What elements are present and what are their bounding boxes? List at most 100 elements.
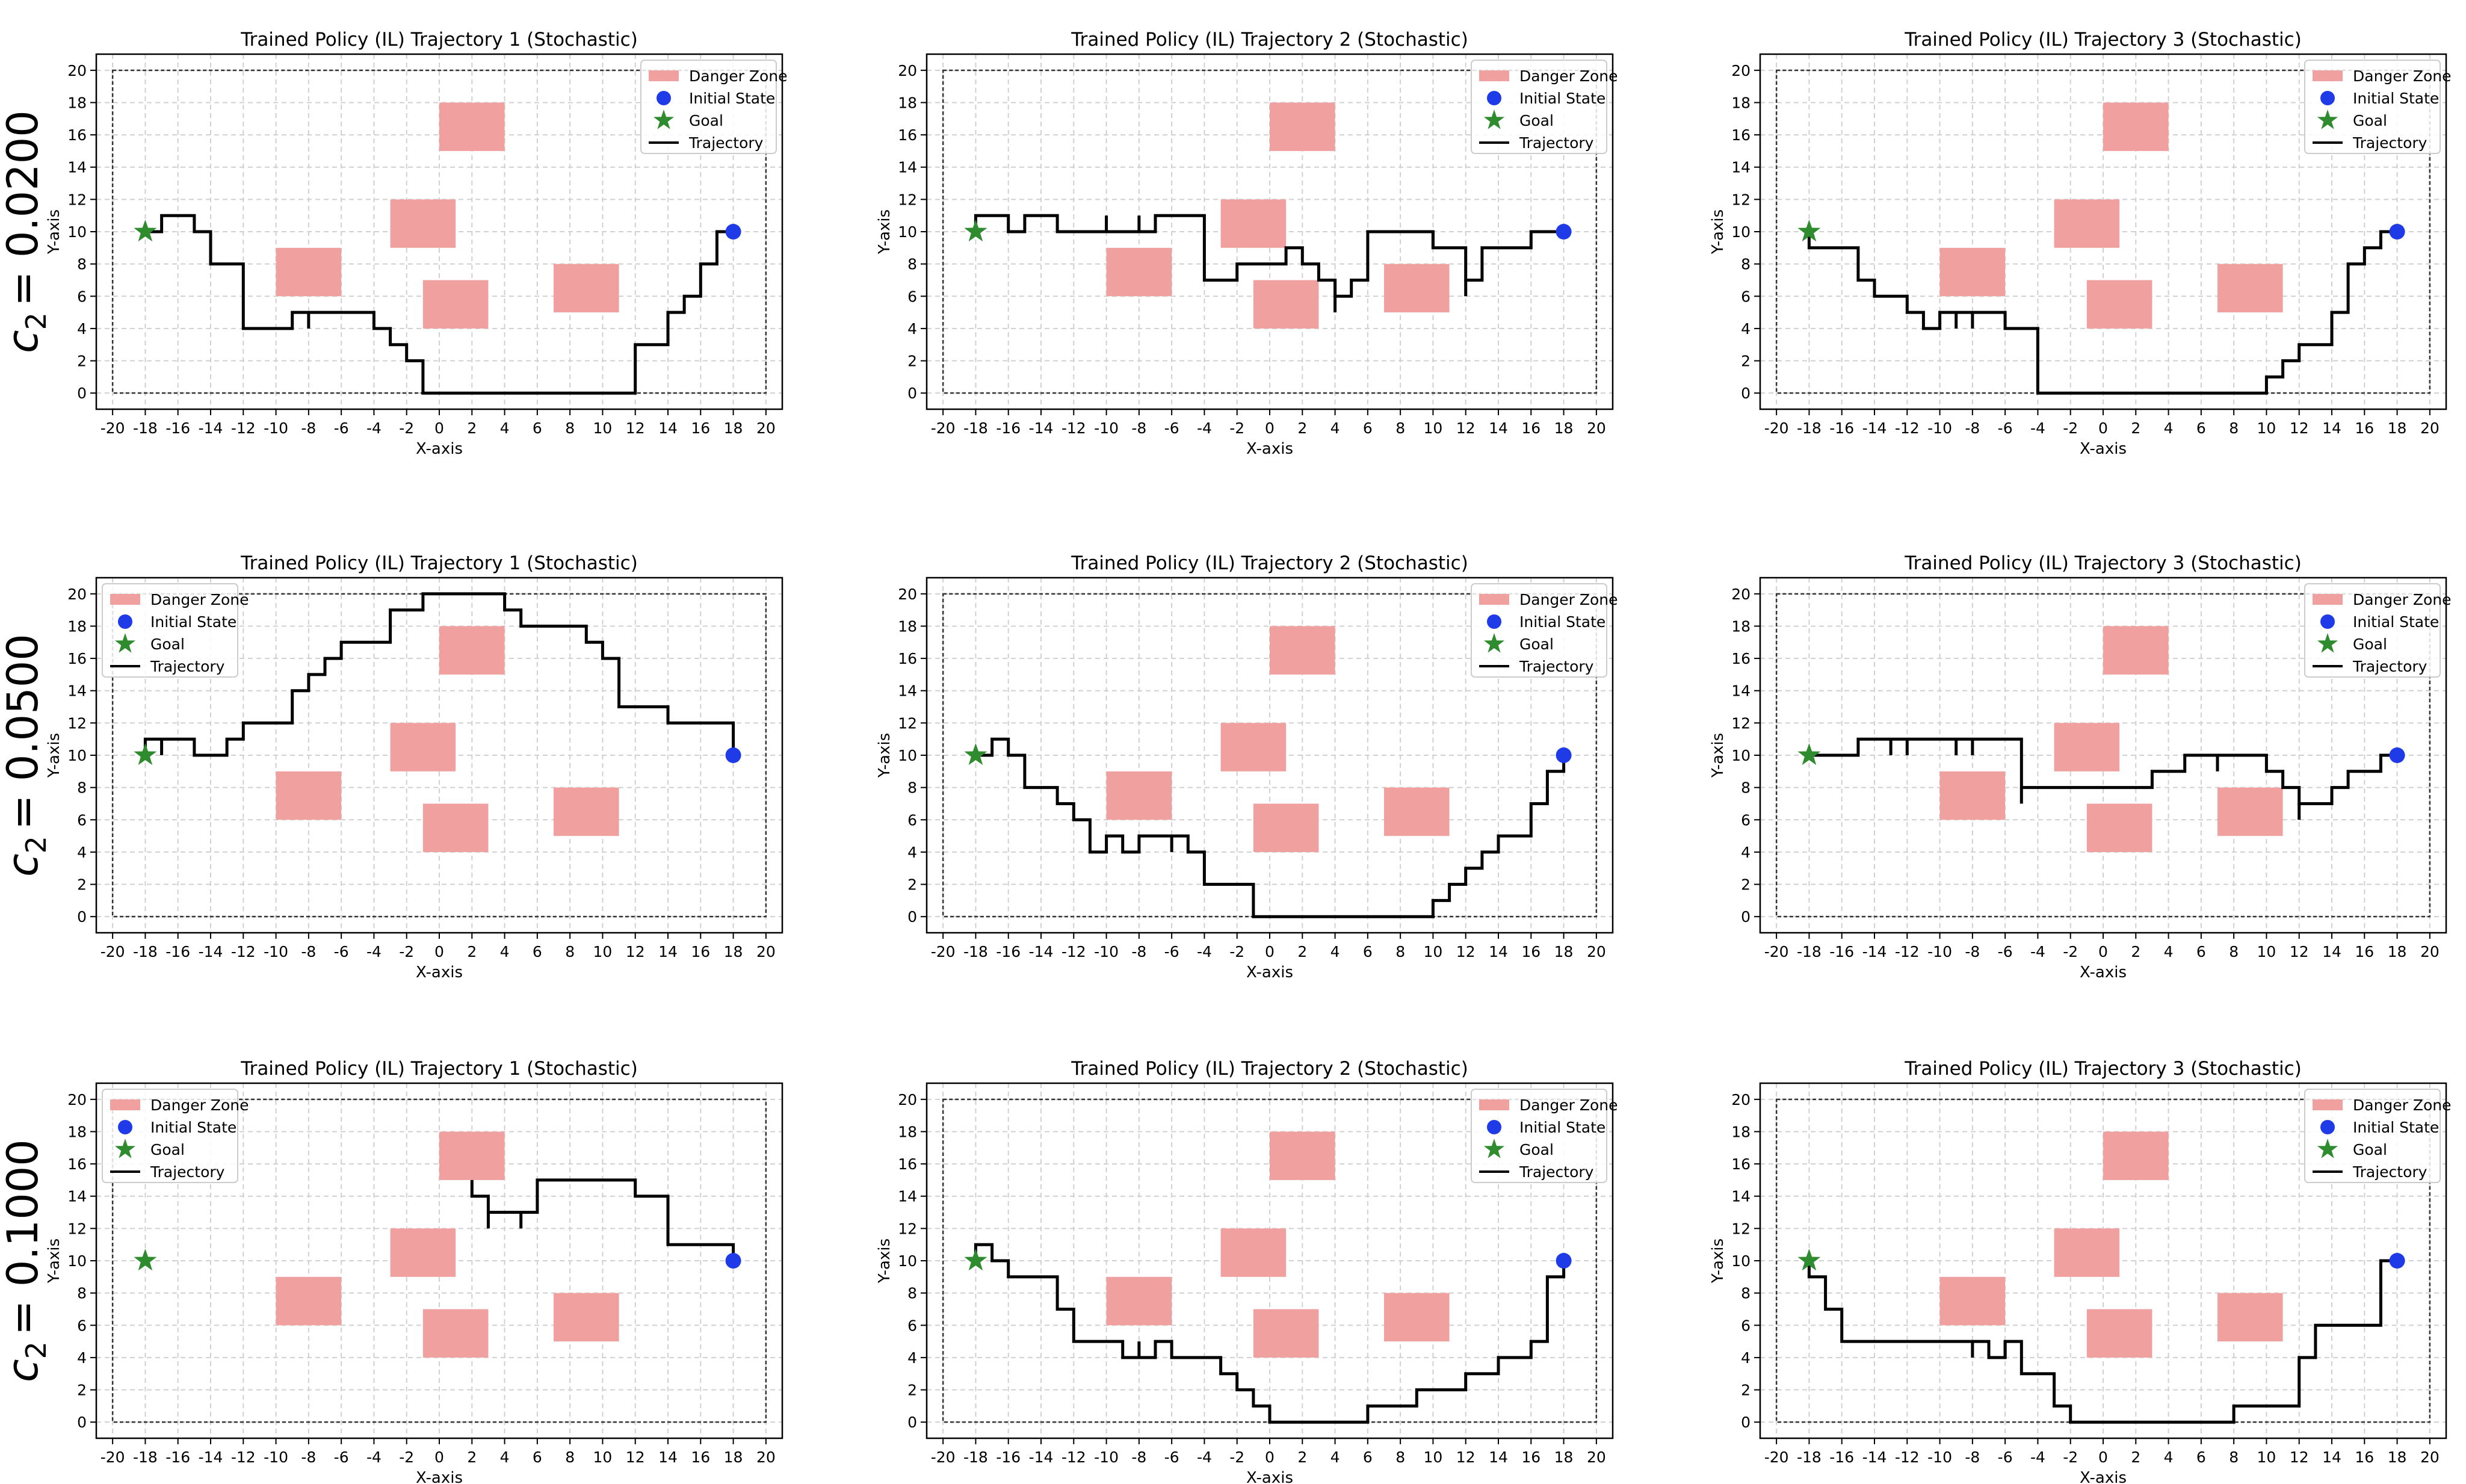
legend-box xyxy=(2304,60,2441,154)
danger-zone xyxy=(1106,247,1172,297)
x-tick-label: 10 xyxy=(2257,419,2276,437)
x-tick-label: 14 xyxy=(658,419,678,437)
legend-label: Trajectory xyxy=(688,134,764,152)
y-tick-label: 18 xyxy=(1731,94,1751,111)
chart-title: Trained Policy (IL) Trajectory 2 (Stocha… xyxy=(1071,1058,1468,1080)
legend-initial-swatch xyxy=(1487,91,1501,105)
y-tick-label: 12 xyxy=(898,191,917,208)
x-tick-label: 10 xyxy=(593,1448,613,1466)
danger-zone xyxy=(422,280,489,329)
chart-title: Trained Policy (IL) Trajectory 3 (Stocha… xyxy=(1904,29,2302,51)
y-tick-label: 10 xyxy=(67,223,87,241)
row-label-var: c xyxy=(0,853,48,877)
danger-zone xyxy=(439,626,505,675)
y-tick-label: 14 xyxy=(67,159,87,176)
danger-zone xyxy=(439,102,505,151)
y-tick-label: 4 xyxy=(77,844,87,861)
x-tick-label: -16 xyxy=(165,419,190,437)
x-tick-label: -14 xyxy=(1862,943,1887,960)
x-tick-label: 18 xyxy=(2388,943,2407,960)
x-tick-label: 0 xyxy=(1265,943,1275,960)
legend-initial-swatch xyxy=(1487,614,1501,629)
legend-danger-swatch xyxy=(1479,1099,1509,1110)
initial-state-marker xyxy=(2389,224,2405,240)
danger-zone xyxy=(554,264,619,313)
x-tick-label: 6 xyxy=(2196,1448,2206,1466)
x-tick-label: 2 xyxy=(1297,1448,1307,1466)
row-label: c2 = 0.1000 xyxy=(0,1139,52,1382)
y-tick-label: 0 xyxy=(907,1414,917,1431)
danger-zone xyxy=(2103,102,2169,151)
subplot-5: -20 -18 -16 -14 -12 -10 -8 -6 -4 -2 0 2 4 6 8 10 12 14 16 1… xyxy=(876,552,1618,982)
legend-label: Danger Zone xyxy=(1519,67,1618,85)
legend-label: Trajectory xyxy=(2352,134,2427,152)
x-tick-label: -20 xyxy=(1764,943,1789,960)
y-tick-label: 2 xyxy=(907,353,917,370)
legend-box xyxy=(640,60,777,154)
x-tick-label: 20 xyxy=(756,943,776,960)
legend-initial-swatch xyxy=(2320,91,2335,105)
x-tick-label: -8 xyxy=(301,419,316,437)
danger-zone xyxy=(1939,1276,2006,1326)
y-tick-label: 0 xyxy=(77,1414,87,1431)
x-tick-label: 10 xyxy=(1424,943,1443,960)
goal-marker xyxy=(1797,1249,1821,1271)
x-tick-label: -16 xyxy=(1829,419,1854,437)
x-tick-label: -8 xyxy=(1131,943,1146,960)
y-tick-label: 2 xyxy=(907,1382,917,1399)
x-tick-label: 12 xyxy=(626,943,645,960)
legend-label: Initial State xyxy=(1519,613,1605,631)
y-tick-label: 4 xyxy=(1741,1349,1751,1367)
y-tick-label: 20 xyxy=(898,1091,917,1108)
chart-title: Trained Policy (IL) Trajectory 2 (Stocha… xyxy=(1071,29,1468,51)
y-tick-label: 18 xyxy=(1731,1123,1751,1140)
x-tick-label: -2 xyxy=(399,1448,414,1466)
y-tick-label: 4 xyxy=(77,1349,87,1367)
y-tick-label: 8 xyxy=(1741,256,1751,273)
trajectory-line xyxy=(974,1243,1566,1424)
legend-label: Danger Zone xyxy=(150,591,249,608)
x-tick-label: -12 xyxy=(1895,943,1920,960)
row-label-value: = 0.1000 xyxy=(0,1139,48,1335)
x-tick-label: 6 xyxy=(533,943,542,960)
danger-zone xyxy=(1253,1309,1319,1358)
danger-zone xyxy=(2086,280,2152,329)
y-axis-label: Y-axis xyxy=(45,1238,63,1284)
x-tick-label: 8 xyxy=(1395,943,1405,960)
x-tick-label: -12 xyxy=(231,943,256,960)
row-label-sub: 2 xyxy=(20,836,52,853)
y-tick-label: 0 xyxy=(1741,908,1751,926)
x-tick-label: -16 xyxy=(1829,943,1854,960)
x-tick-label: 12 xyxy=(626,1448,645,1466)
legend-label: Goal xyxy=(1519,635,1554,653)
x-tick-label: -14 xyxy=(1029,1448,1054,1466)
x-tick-label: -4 xyxy=(2030,419,2045,437)
danger-zone xyxy=(422,803,489,852)
x-tick-label: -10 xyxy=(1094,1448,1119,1466)
x-tick-label: -16 xyxy=(165,943,190,960)
x-tick-label: 12 xyxy=(1456,943,1476,960)
x-tick-label: 16 xyxy=(691,1448,710,1466)
danger-zone xyxy=(276,247,342,297)
x-tick-label: 6 xyxy=(2196,419,2206,437)
y-tick-label: 18 xyxy=(898,94,917,111)
legend-label: Trajectory xyxy=(2352,658,2427,675)
x-tick-label: -6 xyxy=(1164,943,1179,960)
y-tick-label: 18 xyxy=(898,1123,917,1140)
danger-zone xyxy=(2217,264,2283,313)
x-tick-label: 10 xyxy=(1424,1448,1443,1466)
y-axis-label: Y-axis xyxy=(876,209,894,255)
legend: Danger Zone Initial State Goal Trajectory xyxy=(1471,583,1618,678)
y-tick-label: 6 xyxy=(907,1317,917,1334)
x-tick-label: -18 xyxy=(133,419,158,437)
danger-zone xyxy=(554,1293,619,1342)
x-tick-label: -6 xyxy=(1998,1448,2013,1466)
x-tick-label: 12 xyxy=(2290,1448,2309,1466)
y-tick-label: 2 xyxy=(77,353,87,370)
legend-label: Trajectory xyxy=(1519,1163,1594,1181)
y-axis-label: Y-axis xyxy=(45,209,63,255)
legend-label: Initial State xyxy=(1519,90,1605,107)
x-tick-label: -18 xyxy=(1797,1448,1822,1466)
chart-title: Trained Policy (IL) Trajectory 3 (Stocha… xyxy=(1904,1058,2302,1080)
